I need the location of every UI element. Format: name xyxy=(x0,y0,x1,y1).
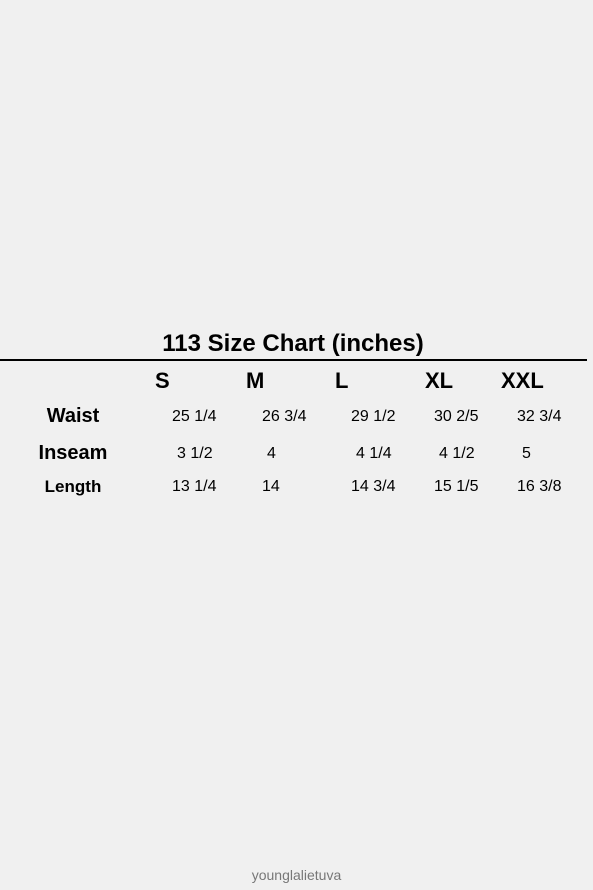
waist-m-value: 26 3/4 xyxy=(262,408,307,425)
inseam-l-value: 4 1/4 xyxy=(356,445,392,462)
inseam-m-value: 4 xyxy=(267,445,276,462)
size-header-m: M xyxy=(246,368,265,393)
size-header-l: L xyxy=(335,368,349,393)
inseam-xl-value: 4 1/2 xyxy=(439,445,475,462)
length-l-value: 14 3/4 xyxy=(351,478,396,495)
length-xl-value: 15 1/5 xyxy=(434,478,479,495)
chart-title: 113 Size Chart (inches) xyxy=(162,330,424,357)
size-header-xxl: XXL xyxy=(501,368,544,393)
size-header-s: S xyxy=(155,368,170,393)
inseam-xxl-value: 5 xyxy=(522,445,531,462)
waist-l-value: 29 1/2 xyxy=(351,408,396,425)
length-xxl-value: 16 3/8 xyxy=(517,478,562,495)
watermark-text: younglalietuva xyxy=(251,867,342,883)
waist-xxl-value: 32 3/4 xyxy=(517,408,562,425)
length-s-value: 13 1/4 xyxy=(172,478,217,495)
waist-xl-value: 30 2/5 xyxy=(434,408,479,425)
title-divider xyxy=(0,359,587,361)
row-label-waist: Waist xyxy=(46,405,100,427)
row-label-length: Length xyxy=(44,477,102,496)
size-header-xl: XL xyxy=(425,368,454,393)
inseam-s-value: 3 1/2 xyxy=(177,445,213,462)
row-label-inseam: Inseam xyxy=(38,442,108,464)
length-m-value: 14 xyxy=(262,478,280,495)
waist-s-value: 25 1/4 xyxy=(172,408,217,425)
